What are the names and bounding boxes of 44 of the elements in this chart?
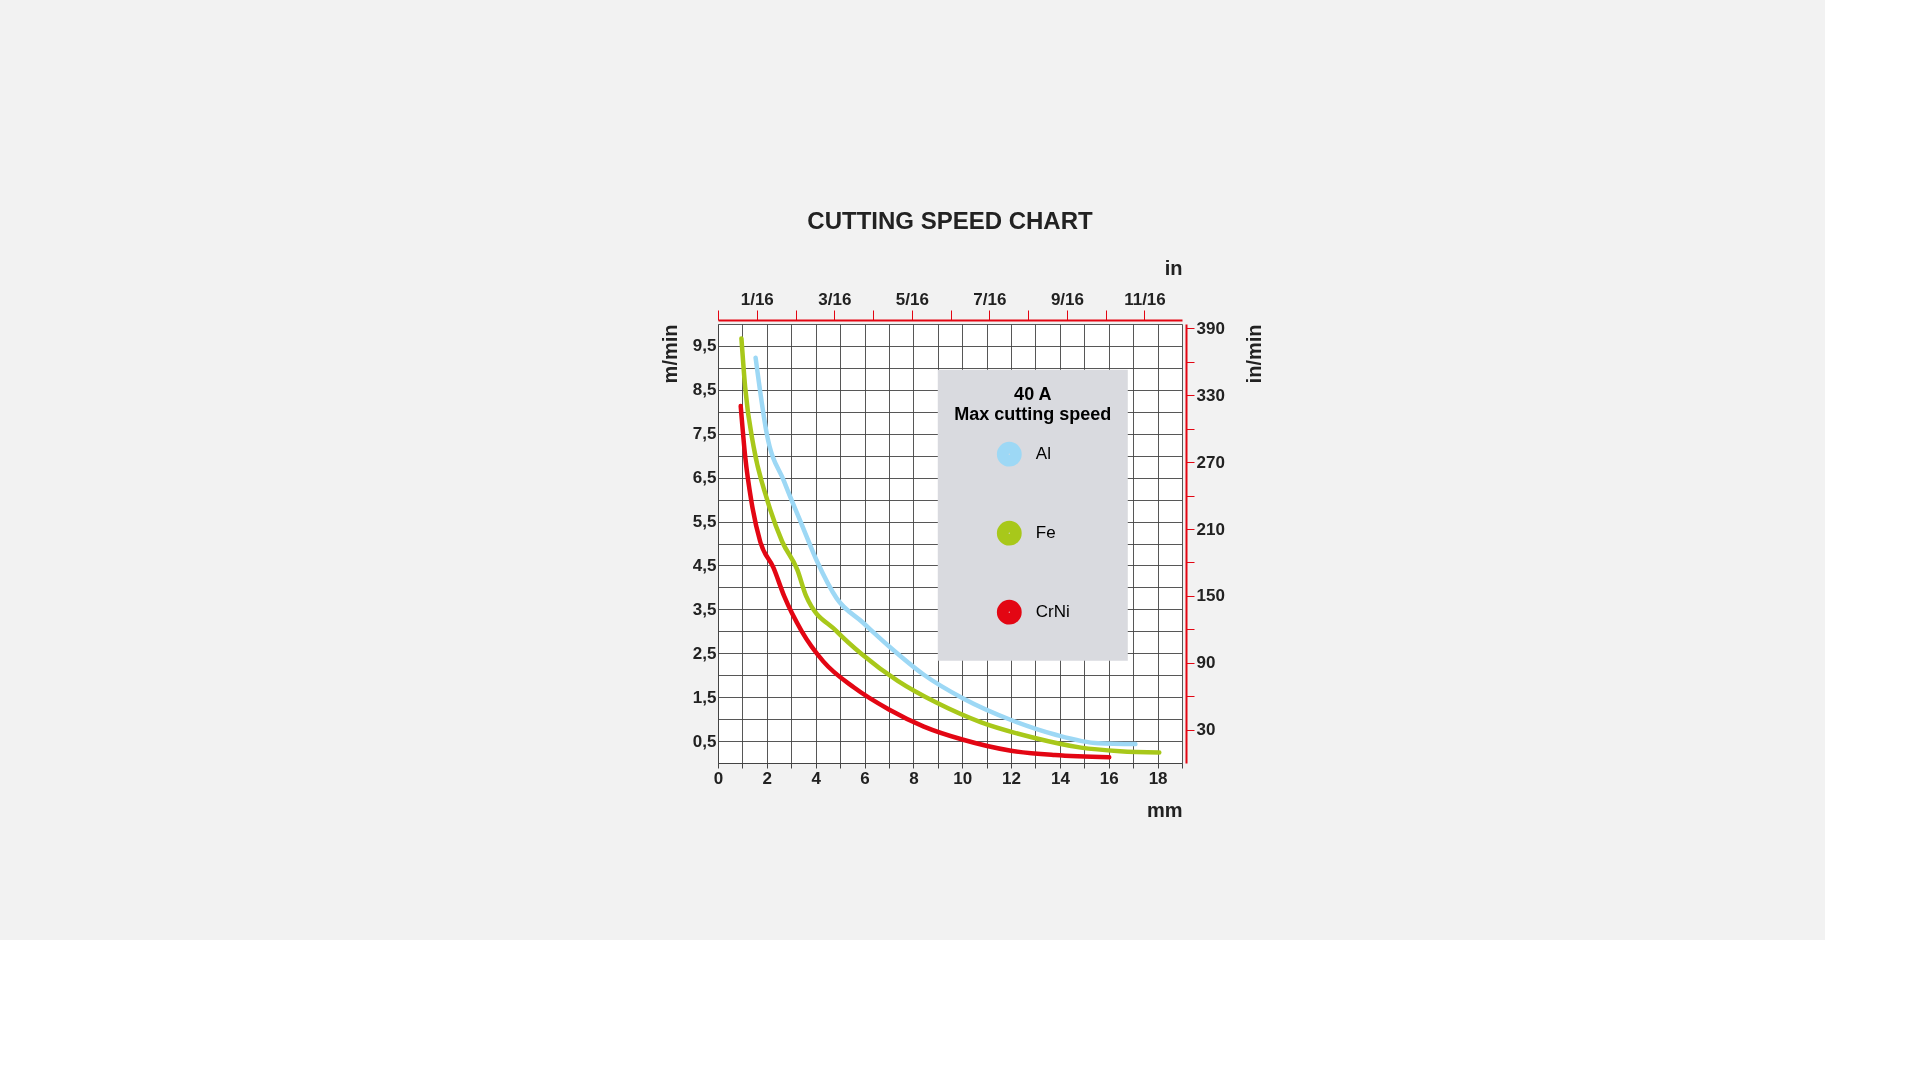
x-tick-label: 14 — [1050, 768, 1071, 788]
legend-title: 40 A — [1014, 383, 1052, 404]
y-tick-label: 3,5 — [692, 599, 717, 619]
x-tick-label: 8 — [909, 768, 919, 788]
y-tick-label: 4,5 — [692, 555, 717, 575]
legend-label: Al — [1035, 444, 1051, 464]
y-tick-label: 6,5 — [692, 468, 717, 488]
y2-tick-label: 330 — [1196, 385, 1225, 405]
x-tick-label: 18 — [1148, 768, 1168, 788]
x2-axis-title: in — [1164, 256, 1183, 279]
x-tick-label: 10 — [953, 768, 973, 788]
x-tick-label: 6 — [860, 768, 870, 788]
x2-tick-label: 7/16 — [973, 289, 1007, 309]
x-tick-label: 16 — [1099, 768, 1119, 788]
x-tick-label: 12 — [1002, 768, 1022, 788]
y-tick-label: 2,5 — [692, 643, 717, 663]
annotation: Max cutting speed — [954, 403, 1112, 424]
x-tick-label: 2 — [762, 768, 773, 788]
y-axis-title: m/min — [658, 324, 681, 384]
y-tick-label: 9,5 — [692, 336, 717, 356]
y2-axis-title: in/min — [1242, 324, 1265, 384]
chart-title: CUTTING SPEED CHART — [807, 207, 1094, 234]
y-tick-label: 7,5 — [692, 424, 717, 444]
y-tick-label: 0,5 — [692, 731, 717, 751]
x2-tick-label: 11/16 — [1124, 289, 1166, 309]
y-tick-label: 1,5 — [692, 687, 717, 707]
line-series — [738, 403, 1112, 760]
legend-label: Fe — [1035, 523, 1056, 543]
y2-tick-label: 210 — [1196, 519, 1225, 539]
x2-tick-label: 1/16 — [740, 289, 774, 309]
y2-tick-label: 30 — [1196, 720, 1216, 740]
x-tick-label: 0 — [713, 768, 724, 788]
y2-tick-label: 270 — [1196, 452, 1225, 472]
y2-tick-label: 390 — [1196, 318, 1225, 338]
x2-tick-label: 5/16 — [895, 289, 929, 309]
x2-tick-label: 9/16 — [1050, 289, 1084, 309]
x2-tick-label: 3/16 — [818, 289, 852, 309]
y-tick-label: 8,5 — [692, 380, 717, 400]
y-tick-label: 5,5 — [692, 512, 717, 532]
legend-label: CrNi — [1035, 602, 1070, 622]
x-axis-title: mm — [1146, 798, 1183, 821]
y2-tick-label: 150 — [1196, 586, 1225, 606]
x-tick-label: 4 — [811, 768, 822, 788]
y2-tick-label: 90 — [1196, 653, 1216, 673]
